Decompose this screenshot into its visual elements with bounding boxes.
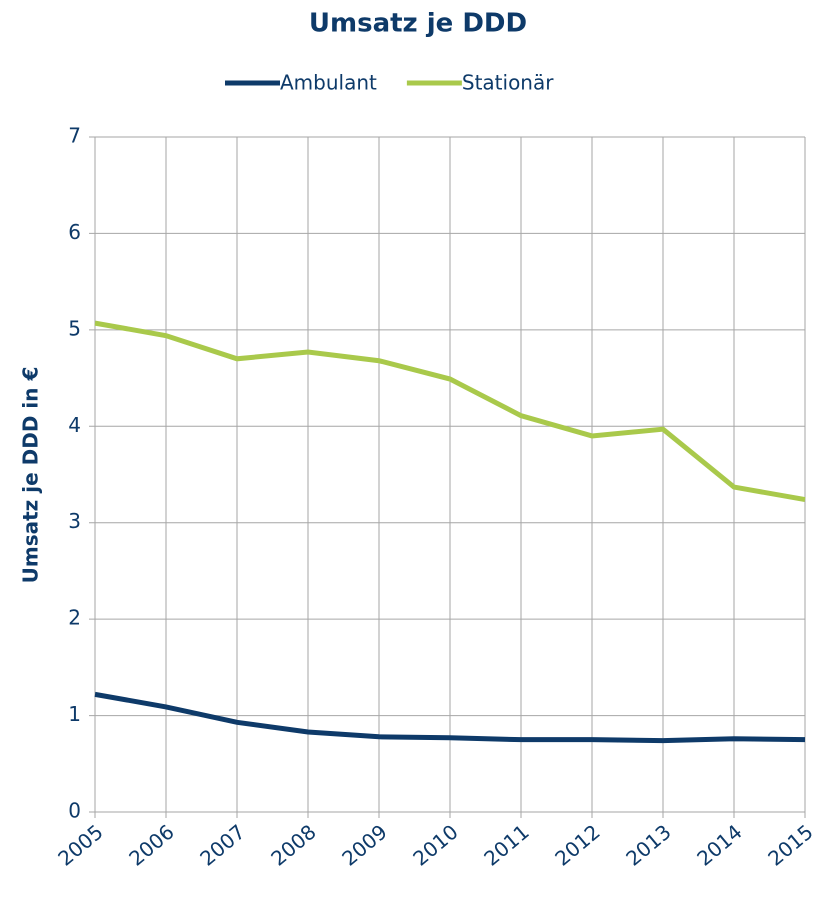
- series-line: [94, 691, 806, 744]
- x-tick-label: 2010: [408, 820, 462, 871]
- y-tick-label: 5: [68, 316, 81, 340]
- y-tick-label: 6: [68, 220, 81, 244]
- x-tick-label: 2006: [124, 820, 178, 871]
- y-tick-label: 0: [68, 799, 81, 823]
- y-tick-label: 3: [68, 509, 81, 533]
- y-tick-label: 4: [68, 413, 81, 437]
- y-tick-label: 7: [68, 124, 81, 148]
- x-tick-label: 2013: [621, 820, 675, 871]
- x-tick-label: 2012: [550, 820, 604, 871]
- x-tick-label: 2008: [266, 820, 320, 871]
- series-line: [94, 320, 806, 503]
- x-tick-label: 2009: [337, 820, 391, 871]
- x-tick-label: 2015: [763, 820, 817, 871]
- x-tick-label: 2005: [53, 820, 107, 871]
- y-axis-label: Umsatz je DDD in €: [19, 367, 43, 584]
- legend-label: Stationär: [462, 71, 554, 95]
- legend-label: Ambulant: [280, 71, 377, 95]
- y-tick-label: 1: [68, 702, 81, 726]
- x-tick-label: 2007: [195, 820, 249, 871]
- x-tick-label: 2011: [479, 820, 533, 871]
- x-tick-label: 2014: [692, 820, 746, 871]
- y-tick-label: 2: [68, 606, 81, 630]
- chart-title: Umsatz je DDD: [309, 9, 527, 39]
